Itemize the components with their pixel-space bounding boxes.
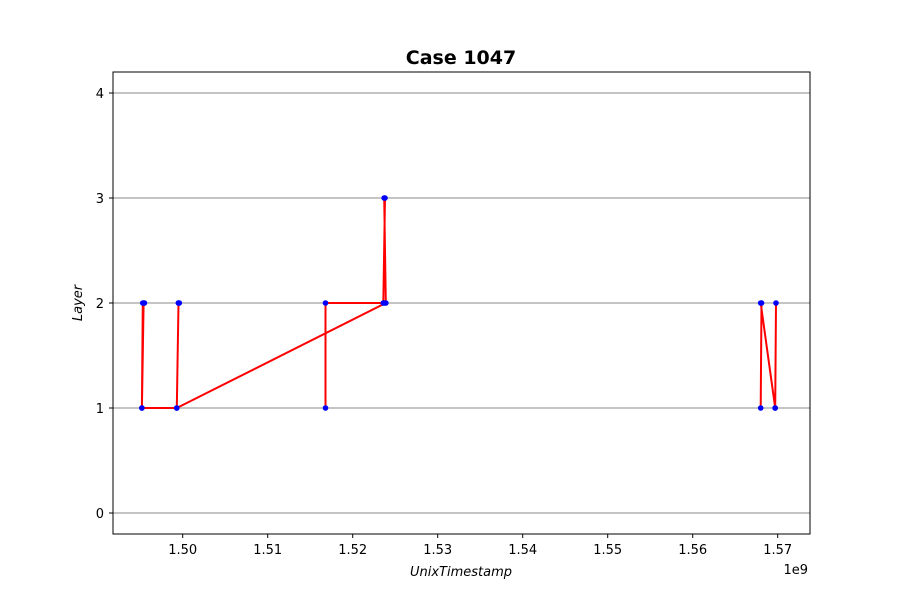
- chart-title: Case 1047: [406, 47, 516, 69]
- data-point: [772, 405, 778, 411]
- x-tick-label: 1.56: [678, 543, 707, 558]
- y-tick-label: 4: [96, 87, 104, 102]
- x-tick-label: 1.52: [338, 543, 367, 558]
- grid-lines: [113, 92, 810, 514]
- y-axis-label: Layer: [71, 283, 86, 321]
- x-tick-label: 1.55: [593, 543, 622, 558]
- data-point: [175, 300, 182, 306]
- data-point: [322, 300, 329, 306]
- y-tick-label: 3: [96, 192, 104, 207]
- data-point: [173, 405, 180, 411]
- x-tick-label: 1.50: [168, 543, 197, 558]
- data-point: [757, 405, 764, 411]
- data-point: [139, 405, 145, 411]
- data-point: [757, 300, 764, 306]
- y-tick-label: 1: [96, 402, 104, 417]
- y-tick-label: 0: [96, 507, 104, 522]
- data-point: [773, 300, 779, 306]
- data-point: [139, 300, 146, 306]
- y-axis-ticks: 0 1 2 3 4: [96, 87, 113, 522]
- data-markers: [139, 195, 779, 411]
- x-tick-label: 1.53: [423, 543, 452, 558]
- data-point: [381, 300, 387, 306]
- x-tick-label: 1.51: [253, 543, 282, 558]
- y-tick-label: 2: [96, 297, 104, 312]
- x-tick-label: 1.54: [508, 543, 537, 558]
- x-axis-offset-label: 1e9: [783, 563, 808, 578]
- data-point: [382, 195, 388, 201]
- data-point: [322, 405, 329, 411]
- x-axis-ticks: 1.50 1.51 1.52 1.53 1.54 1.55 1.56 1.57: [168, 534, 792, 558]
- x-axis-label: UnixTimestamp: [410, 565, 512, 580]
- x-tick-label: 1.57: [763, 543, 792, 558]
- series-line-2: [759, 302, 777, 409]
